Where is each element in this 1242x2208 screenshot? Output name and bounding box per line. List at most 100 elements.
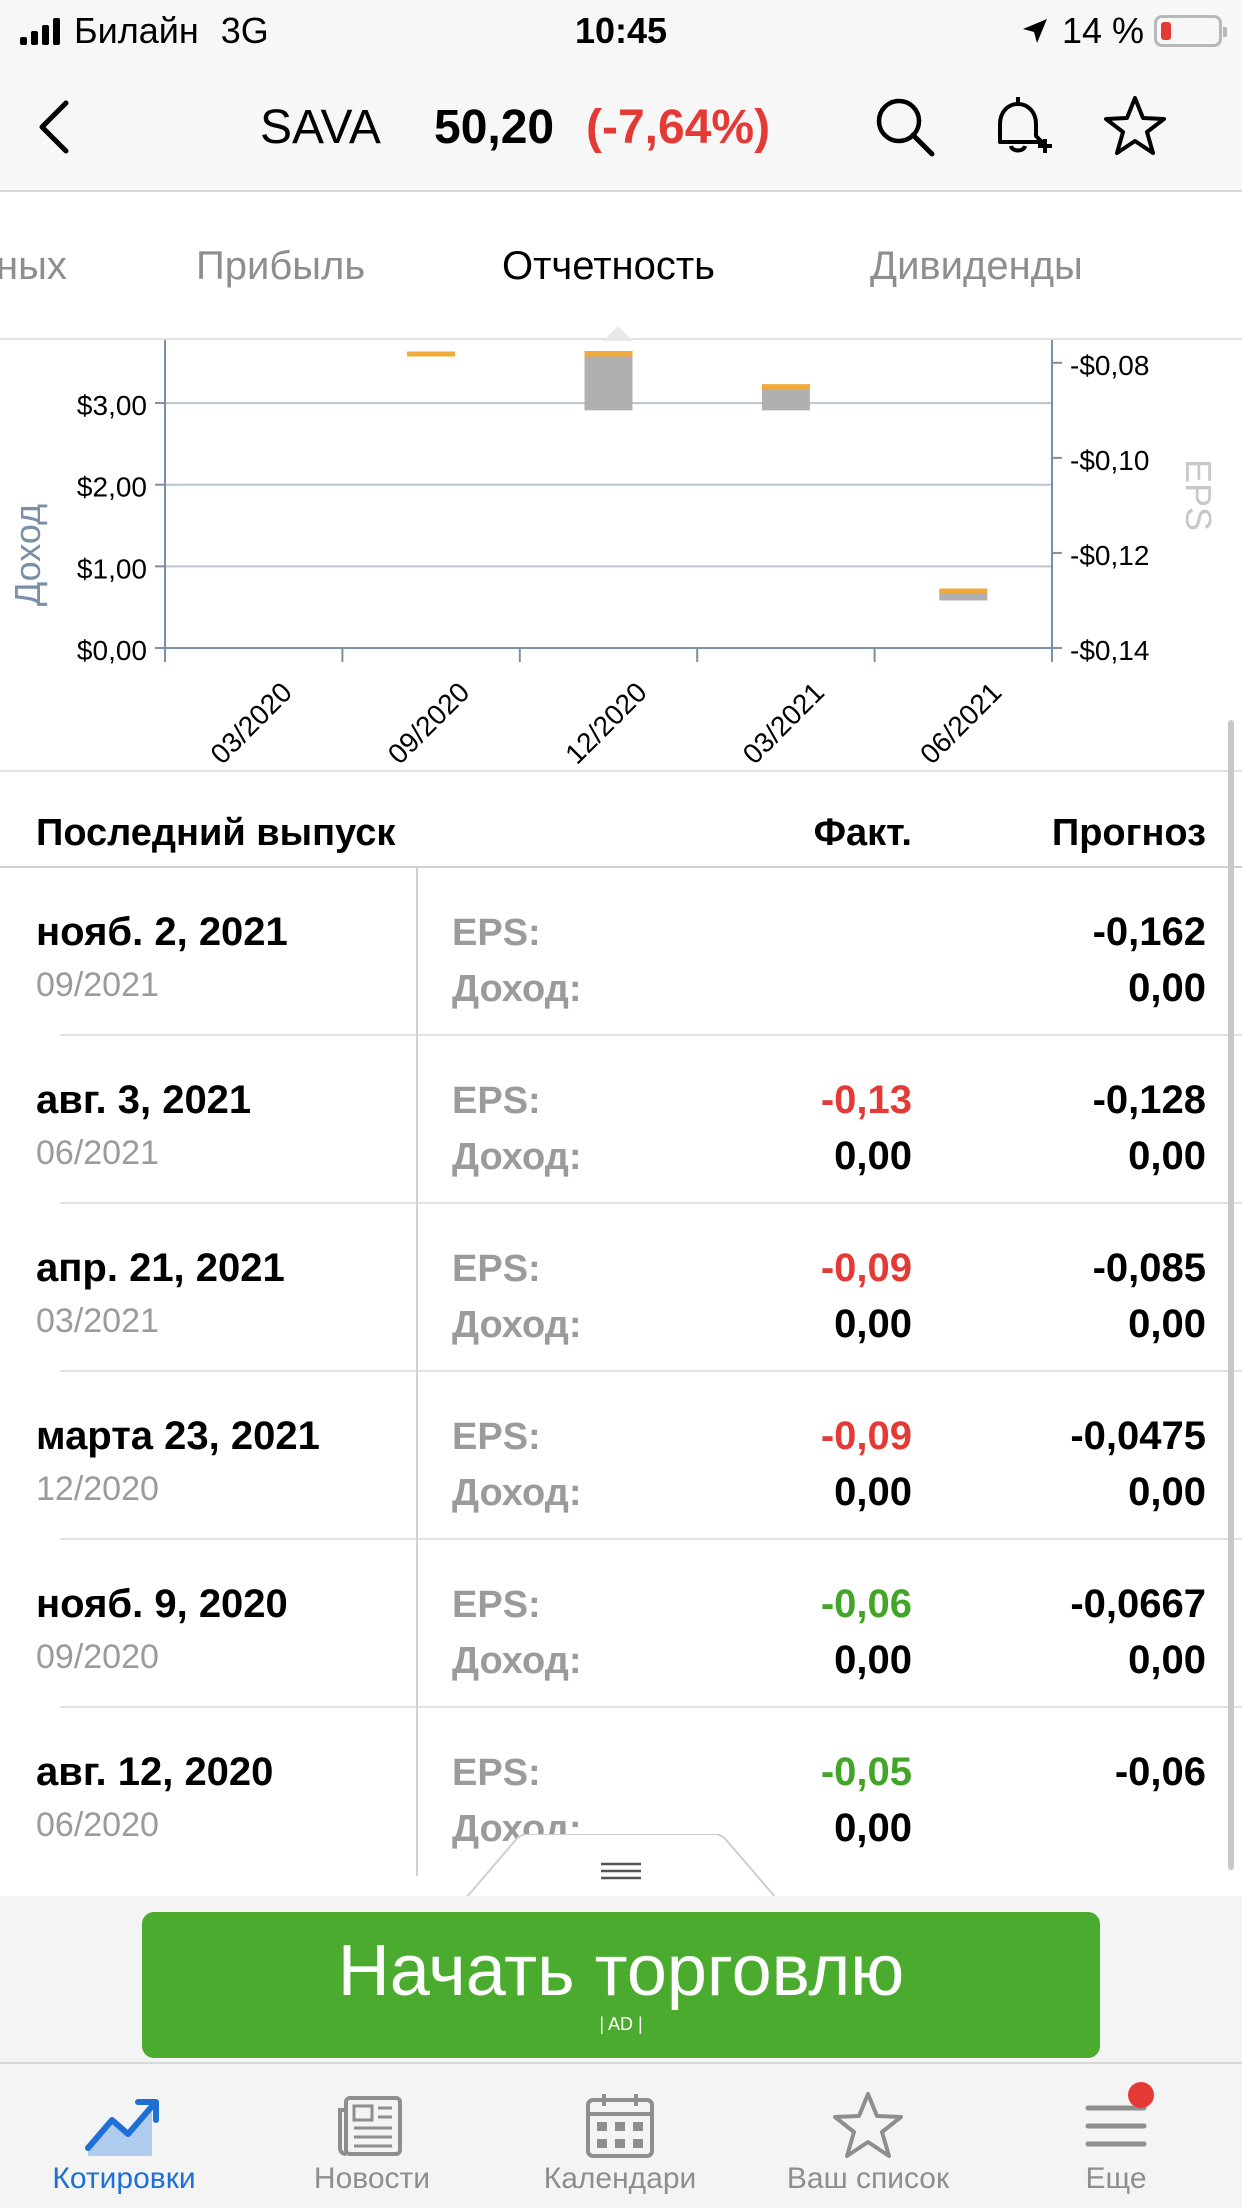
release-date: авг. 3, 2021 xyxy=(36,1078,252,1122)
eps-label: EPS: xyxy=(452,1248,541,1290)
table-column-divider xyxy=(416,868,418,1876)
nav-more[interactable]: Еще xyxy=(992,2064,1240,2208)
eps-fact: -0,06 xyxy=(820,1582,912,1626)
eps-fact: -0,13 xyxy=(820,1078,912,1122)
earnings-chart-svg: $0,00 $1,00 $2,00 $3,00 -$0,14 -$0,12 -$0,10 -$… xyxy=(7,340,1219,770)
revenue-forecast: 0,00 xyxy=(1128,1638,1206,1682)
nav-label: Ваш список xyxy=(786,2162,950,2195)
eps-difference-bar xyxy=(761,386,810,411)
notification-badge xyxy=(1128,2082,1154,2108)
status-left: Билайн 3G xyxy=(20,10,269,52)
nav-label: Календари xyxy=(543,2162,697,2195)
active-tab-pointer xyxy=(603,326,633,341)
table-row[interactable]: нояб. 9, 2020 09/2020 EPS: Доход: -0,06 … xyxy=(0,1540,1242,1708)
revenue-label: Доход: xyxy=(452,1304,582,1346)
eps-difference-bar xyxy=(939,590,988,601)
search-icon[interactable] xyxy=(870,92,940,162)
eps-label: EPS: xyxy=(452,912,541,954)
calendar-icon xyxy=(586,2094,654,2158)
y2-axis-label: EPS xyxy=(1178,459,1219,531)
carrier-name: Билайн xyxy=(74,10,199,51)
section-tabs: ных Прибыль Отчетность Дивиденды xyxy=(0,192,1242,341)
chart-trend-icon xyxy=(85,2099,159,2156)
menu-icon xyxy=(1085,2105,1147,2147)
header-forecast: Прогноз xyxy=(1051,812,1206,854)
revenue-label: Доход: xyxy=(452,1640,582,1682)
eps-fact: -0,09 xyxy=(820,1414,912,1458)
earnings-chart: $0,00 $1,00 $2,00 $3,00 -$0,14 -$0,12 -$0,10 -$… xyxy=(0,340,1242,770)
table-row[interactable]: марта 23, 2021 12/2020 EPS: Доход: -0,09… xyxy=(0,1372,1242,1540)
location-arrow-icon xyxy=(1022,19,1047,43)
y-tick-label: $2,00 xyxy=(77,472,147,503)
table-row[interactable]: нояб. 2, 2021 09/2021 EPS: Доход: -0,162… xyxy=(0,868,1242,1036)
revenue-forecast: 0,00 xyxy=(1128,1470,1206,1514)
revenue-fact: 0,00 xyxy=(834,1302,912,1346)
scrollbar[interactable] xyxy=(1228,720,1234,1870)
y2-tick-label: -$0,12 xyxy=(1070,540,1149,571)
x-tick-label: 03/2021 xyxy=(737,676,830,769)
battery-percent: 14 % xyxy=(1061,10,1144,51)
release-date: апр. 21, 2021 xyxy=(36,1246,285,1290)
tab-dividends[interactable]: Дивиденды xyxy=(870,244,1083,288)
y2-tick-label: -$0,14 xyxy=(1070,635,1149,666)
y-tick-label: $0,00 xyxy=(77,635,147,666)
eps-fact: -0,09 xyxy=(820,1246,912,1290)
ticker-symbol: SAVA xyxy=(260,101,381,154)
revenue-fact: 0,00 xyxy=(834,1470,912,1514)
start-trading-label: Начать торговлю xyxy=(337,1931,905,2011)
bell-add-icon[interactable] xyxy=(984,92,1054,162)
eps-forecast: -0,085 xyxy=(1092,1246,1206,1290)
newspaper-icon xyxy=(338,2096,402,2156)
revenue-label: Доход: xyxy=(452,968,582,1010)
nav-label: Еще xyxy=(1085,2162,1147,2195)
report-period: 09/2021 xyxy=(36,966,159,1004)
star-icon xyxy=(833,2092,903,2158)
eps-forecast: -0,128 xyxy=(1092,1078,1206,1122)
revenue-label: Доход: xyxy=(452,1136,582,1178)
network-type: 3G xyxy=(220,10,269,51)
nav-quotes[interactable]: Котировки xyxy=(0,2064,248,2208)
table-row[interactable]: авг. 12, 2020 06/2020 EPS: Доход: -0,05 … xyxy=(0,1708,1242,1876)
drawer-handle[interactable] xyxy=(466,1834,776,1898)
battery-icon xyxy=(1154,15,1227,47)
star-icon[interactable] xyxy=(1100,92,1170,162)
report-period: 06/2020 xyxy=(36,1806,159,1844)
status-bar: Билайн 3G 10:45 14 % xyxy=(0,0,1242,62)
earnings-table-header: Последний выпуск Факт. Прогноз xyxy=(0,770,1242,868)
y-axis-label: Доход xyxy=(7,504,48,606)
release-date: нояб. 2, 2021 xyxy=(36,910,288,954)
revenue-fact: 0,00 xyxy=(834,1134,912,1178)
report-period: 06/2021 xyxy=(36,1134,159,1172)
price-change: (-7,64%) xyxy=(586,101,771,154)
revenue-label: Доход: xyxy=(452,1472,582,1514)
nav-watchlist[interactable]: Ваш список xyxy=(744,2064,992,2208)
y-tick-label: $1,00 xyxy=(77,553,147,584)
start-trading-button[interactable]: Начать торговлю | AD | xyxy=(142,1912,1100,2058)
signal-icon xyxy=(20,17,60,45)
revenue-forecast: 0,00 xyxy=(1128,1302,1206,1346)
tab-reports[interactable]: Отчетность xyxy=(502,244,716,288)
eps-label: EPS: xyxy=(452,1080,541,1122)
y2-tick-label: -$0,08 xyxy=(1070,350,1149,381)
revenue-forecast: 0,00 xyxy=(1128,966,1206,1010)
eps-forecast: -0,0475 xyxy=(1070,1414,1206,1458)
back-chevron-icon[interactable] xyxy=(30,97,80,157)
eps-label: EPS: xyxy=(452,1584,541,1626)
ad-label: | AD | xyxy=(599,2014,643,2034)
tab-profit[interactable]: Прибыль xyxy=(196,244,366,288)
status-right: 14 % xyxy=(1020,10,1227,52)
release-date: нояб. 9, 2020 xyxy=(36,1582,288,1626)
eps-difference-bar xyxy=(584,351,633,411)
header-fact: Факт. xyxy=(813,812,912,854)
eps-label: EPS: xyxy=(452,1752,541,1794)
eps-forecast: -0,0667 xyxy=(1070,1582,1206,1626)
nav-news[interactable]: Новости xyxy=(248,2064,496,2208)
release-date: авг. 12, 2020 xyxy=(36,1750,274,1794)
eps-fact: -0,05 xyxy=(820,1750,912,1794)
nav-calendars[interactable]: Календари xyxy=(496,2064,744,2208)
revenue-forecast: 0,00 xyxy=(1128,1134,1206,1178)
table-row[interactable]: авг. 3, 2021 06/2021 EPS: Доход: -0,13 -… xyxy=(0,1036,1242,1204)
table-row[interactable]: апр. 21, 2021 03/2021 EPS: Доход: -0,09 … xyxy=(0,1204,1242,1372)
tab-partial[interactable]: ных xyxy=(0,244,67,288)
x-tick-label: 09/2020 xyxy=(382,676,475,769)
